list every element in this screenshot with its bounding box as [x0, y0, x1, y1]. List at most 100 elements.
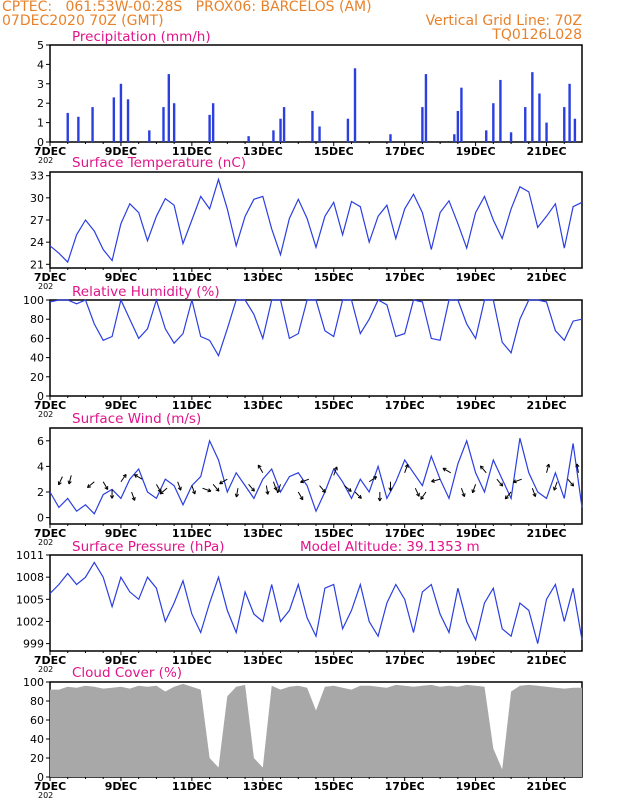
temp-xtick-label: 21DEC [527, 271, 567, 284]
wind-title: Surface Wind (m/s) [72, 411, 202, 427]
pressure-series-line [49, 561, 583, 644]
wind-arrowhead [217, 487, 220, 492]
temp-xtick-label: 15DEC [314, 271, 354, 284]
temp-series-line [49, 177, 583, 264]
wind-arrowhead [463, 493, 466, 497]
temp-year-fragment: 202 [38, 282, 53, 291]
wind-arrowhead [390, 487, 393, 491]
precip-bar [247, 136, 250, 142]
wind-arrow [58, 476, 63, 486]
cloud-ytick-label: 20 [30, 752, 44, 765]
rh-xtick-label: 13DEC [243, 399, 283, 412]
precip-bar [208, 114, 211, 142]
wind-arrowhead [572, 482, 575, 487]
wind-arrow [191, 485, 196, 495]
precip-bar [311, 110, 314, 142]
wind-ytick-label: 2 [37, 486, 44, 499]
wind-ytick-label: 4 [37, 460, 44, 473]
rh-ytick-label: 20 [30, 371, 44, 384]
pressure-xtick-label: 15DEC [314, 654, 354, 667]
cloud-xtick-label: 15DEC [314, 780, 354, 793]
wind-arrowhead [277, 490, 281, 494]
wind-arrow [354, 491, 362, 499]
wind-arrow [297, 491, 304, 501]
wind-arrowhead [505, 497, 509, 500]
precip-bar [148, 130, 151, 142]
wind-arrow [344, 485, 352, 492]
pressure-xtick-label: 17DEC [385, 654, 425, 667]
precip-bar [524, 107, 527, 142]
wind-arrow [414, 487, 420, 497]
pressure-xtick-label: 7DEC [34, 654, 66, 667]
wind-arrow [576, 463, 579, 473]
precip-ytick-label: 3 [37, 78, 44, 91]
cloud-ytick-label: 0 [37, 771, 44, 784]
rh-series-line [49, 297, 583, 358]
wind-arrow [531, 487, 536, 497]
wind-xtick-label: 15DEC [314, 527, 354, 540]
precip-bar [346, 118, 350, 142]
temp-xtick-label: 7DEC [34, 271, 66, 284]
wind-arrowhead [420, 497, 425, 500]
rh-ytick-label: 80 [30, 313, 44, 326]
cloud-xtick-label: 17DEC [385, 780, 425, 793]
precip-xtick-label: 17DEC [385, 145, 425, 158]
wind-arrow [460, 487, 465, 497]
wind-arrowhead [472, 490, 476, 494]
rh-ytick-label: 0 [37, 390, 44, 403]
wind-year-fragment: 202 [38, 538, 53, 547]
precip-bar [172, 103, 176, 142]
temp-xtick-label: 19DEC [456, 271, 496, 284]
wind-arrow [546, 463, 550, 473]
pressure-title: Surface Pressure (hPa) [72, 539, 225, 555]
wind-arrow [265, 485, 269, 495]
wind-arrowhead [160, 492, 164, 495]
wind-arrow [513, 478, 522, 483]
temp-frame [49, 171, 583, 269]
model-altitude: Model Altitude: 39.1353 m [300, 539, 480, 555]
pressure-year-fragment: 202 [38, 665, 53, 674]
wind-arrowhead [134, 496, 136, 501]
temp-ytick-label: 21 [30, 258, 44, 271]
wind-arrow [235, 488, 239, 498]
precip-title: Precipitation (mm/h) [72, 29, 211, 45]
wind-arrow [212, 483, 220, 492]
precip-bar [211, 103, 215, 142]
wind-arrowhead [379, 497, 382, 502]
precip-ytick-label: 5 [37, 39, 44, 52]
wind-arrow [333, 466, 338, 476]
precip-bar [568, 83, 571, 142]
pressure-xtick-label: 9DEC [105, 654, 137, 667]
wind-arrow [87, 481, 95, 488]
precip-bar [353, 68, 357, 142]
precip-bar [421, 107, 424, 142]
wind-arrow [472, 484, 477, 493]
wind-arrowhead [208, 488, 212, 492]
wind-arrowhead [122, 473, 127, 477]
cloud-xtick-label: 11DEC [172, 780, 212, 793]
precip-xtick-label: 15DEC [314, 145, 354, 158]
precip-year-fragment: 202 [38, 156, 53, 165]
wind-arrowhead [111, 495, 115, 499]
precip-xtick-label: 13DEC [243, 145, 283, 158]
cloud-ytick-label: 100 [23, 676, 44, 689]
precip-bar [66, 112, 69, 142]
rh-ytick-label: 40 [30, 352, 44, 365]
precip-xtick-label: 21DEC [527, 145, 567, 158]
rh-xtick-label: 19DEC [456, 399, 496, 412]
precip-bar [389, 134, 392, 142]
precip-bar [318, 126, 321, 142]
wind-arrowhead [431, 481, 435, 483]
precip-bar [509, 132, 513, 142]
wind-arrow [567, 478, 574, 487]
rh-xtick-label: 9DEC [105, 399, 137, 412]
rh-xtick-label: 11DEC [172, 399, 212, 412]
wind-arrowhead [236, 493, 239, 498]
precip-bar [456, 110, 460, 142]
precip-bar [492, 103, 495, 142]
wind-arrowhead [501, 482, 504, 487]
header-model-code: TQ0126L028 [492, 27, 582, 43]
rh-xtick-label: 15DEC [314, 399, 354, 412]
